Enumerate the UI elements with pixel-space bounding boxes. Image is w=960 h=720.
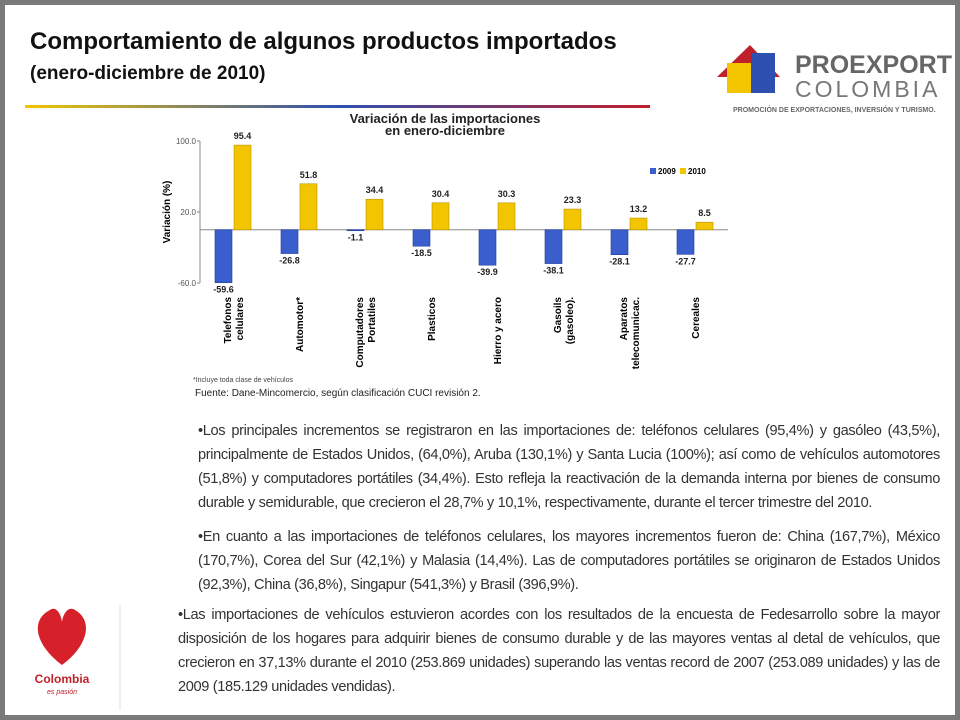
bar: [478, 229, 497, 266]
data-label: 95.4: [234, 131, 252, 141]
bar: [346, 229, 365, 232]
x-tick-label: Telefonoscelulares: [223, 297, 246, 344]
x-tick-label: Plasticos: [427, 297, 438, 341]
data-label: -1.1: [348, 233, 364, 243]
chart-note: *Incluye toda clase de vehículos: [193, 377, 294, 384]
bar: [280, 229, 299, 254]
data-label: -18.5: [411, 248, 432, 258]
bar: [214, 229, 233, 283]
y-tick-label: 20.0: [180, 208, 196, 217]
logo-tagline: PROMOCIÓN DE EXPORTACIONES, INVERSIÓN Y …: [733, 105, 936, 114]
data-label: -39.9: [477, 267, 498, 277]
data-label: -59.6: [213, 285, 234, 295]
bar: [365, 198, 384, 231]
x-tick-label: Cereales: [691, 297, 702, 339]
bar: [412, 229, 431, 247]
brand-slogan: es pasión: [47, 689, 77, 696]
data-label: 13.2: [630, 204, 648, 214]
data-label: 34.4: [366, 185, 384, 195]
x-tick-label: Hierro y acero: [493, 297, 504, 364]
x-tick-label: Aparatostelecomunicac.: [619, 297, 642, 370]
brand-name: Colombia: [35, 672, 90, 686]
data-label: 8.5: [698, 208, 711, 218]
subtitle: (enero-diciembre de 2010): [30, 63, 266, 84]
data-label: 30.3: [498, 189, 516, 199]
bar: [544, 229, 563, 264]
bar: [629, 217, 648, 231]
logo-block: [727, 63, 751, 93]
chart-source: Fuente: Dane-Mincomercio, según clasific…: [195, 388, 481, 399]
bar: [563, 208, 582, 231]
bar: [431, 202, 450, 231]
p3: •Las importaciones de vehículos estuvier…: [178, 607, 940, 695]
data-label: 51.8: [300, 170, 318, 180]
data-label: -38.1: [543, 266, 564, 276]
data-label: -26.8: [279, 256, 300, 266]
bar: [676, 229, 695, 255]
bar: [299, 183, 318, 231]
data-label: -27.7: [675, 256, 696, 266]
y-axis-label: Variación (%): [162, 181, 173, 244]
p1: •Los principales incrementos se registra…: [198, 423, 940, 511]
chart: PROEXPORT COLOMBIA PROMOCIÓN DE EXPORTAC…: [25, 45, 952, 710]
logo-name: PROEXPORT: [795, 51, 952, 79]
title-rule: [25, 105, 650, 108]
y-tick-label: -60.0: [178, 279, 197, 288]
chart-title: Variación de las importaciones en enero-d…: [350, 111, 541, 138]
x-tick-label: Automotor*: [295, 297, 306, 352]
bar: [695, 221, 714, 231]
y-tick-label: 100.0: [176, 137, 197, 146]
data-label: 30.4: [432, 189, 450, 199]
legend-label: 2009: [658, 167, 676, 176]
logo-name: COLOMBIA: [795, 76, 940, 102]
p2: •En cuanto a las importaciones de teléfo…: [198, 529, 940, 593]
brand-heart: [37, 608, 86, 665]
legend-swatch: [650, 168, 656, 174]
logo-block: [751, 53, 775, 93]
data-label: 23.3: [564, 195, 582, 205]
legend-swatch: [680, 168, 686, 174]
data-label: -28.1: [609, 257, 630, 267]
title: Comportamiento de algunos productos impo…: [30, 28, 617, 55]
legend-label: 2010: [688, 167, 706, 176]
bar: [497, 202, 516, 231]
bar: [233, 144, 252, 231]
x-tick-label: Gasoils(gasoleo).: [553, 297, 576, 345]
bar: [610, 229, 629, 255]
x-tick-label: ComputadoresPortatiles: [355, 297, 378, 368]
